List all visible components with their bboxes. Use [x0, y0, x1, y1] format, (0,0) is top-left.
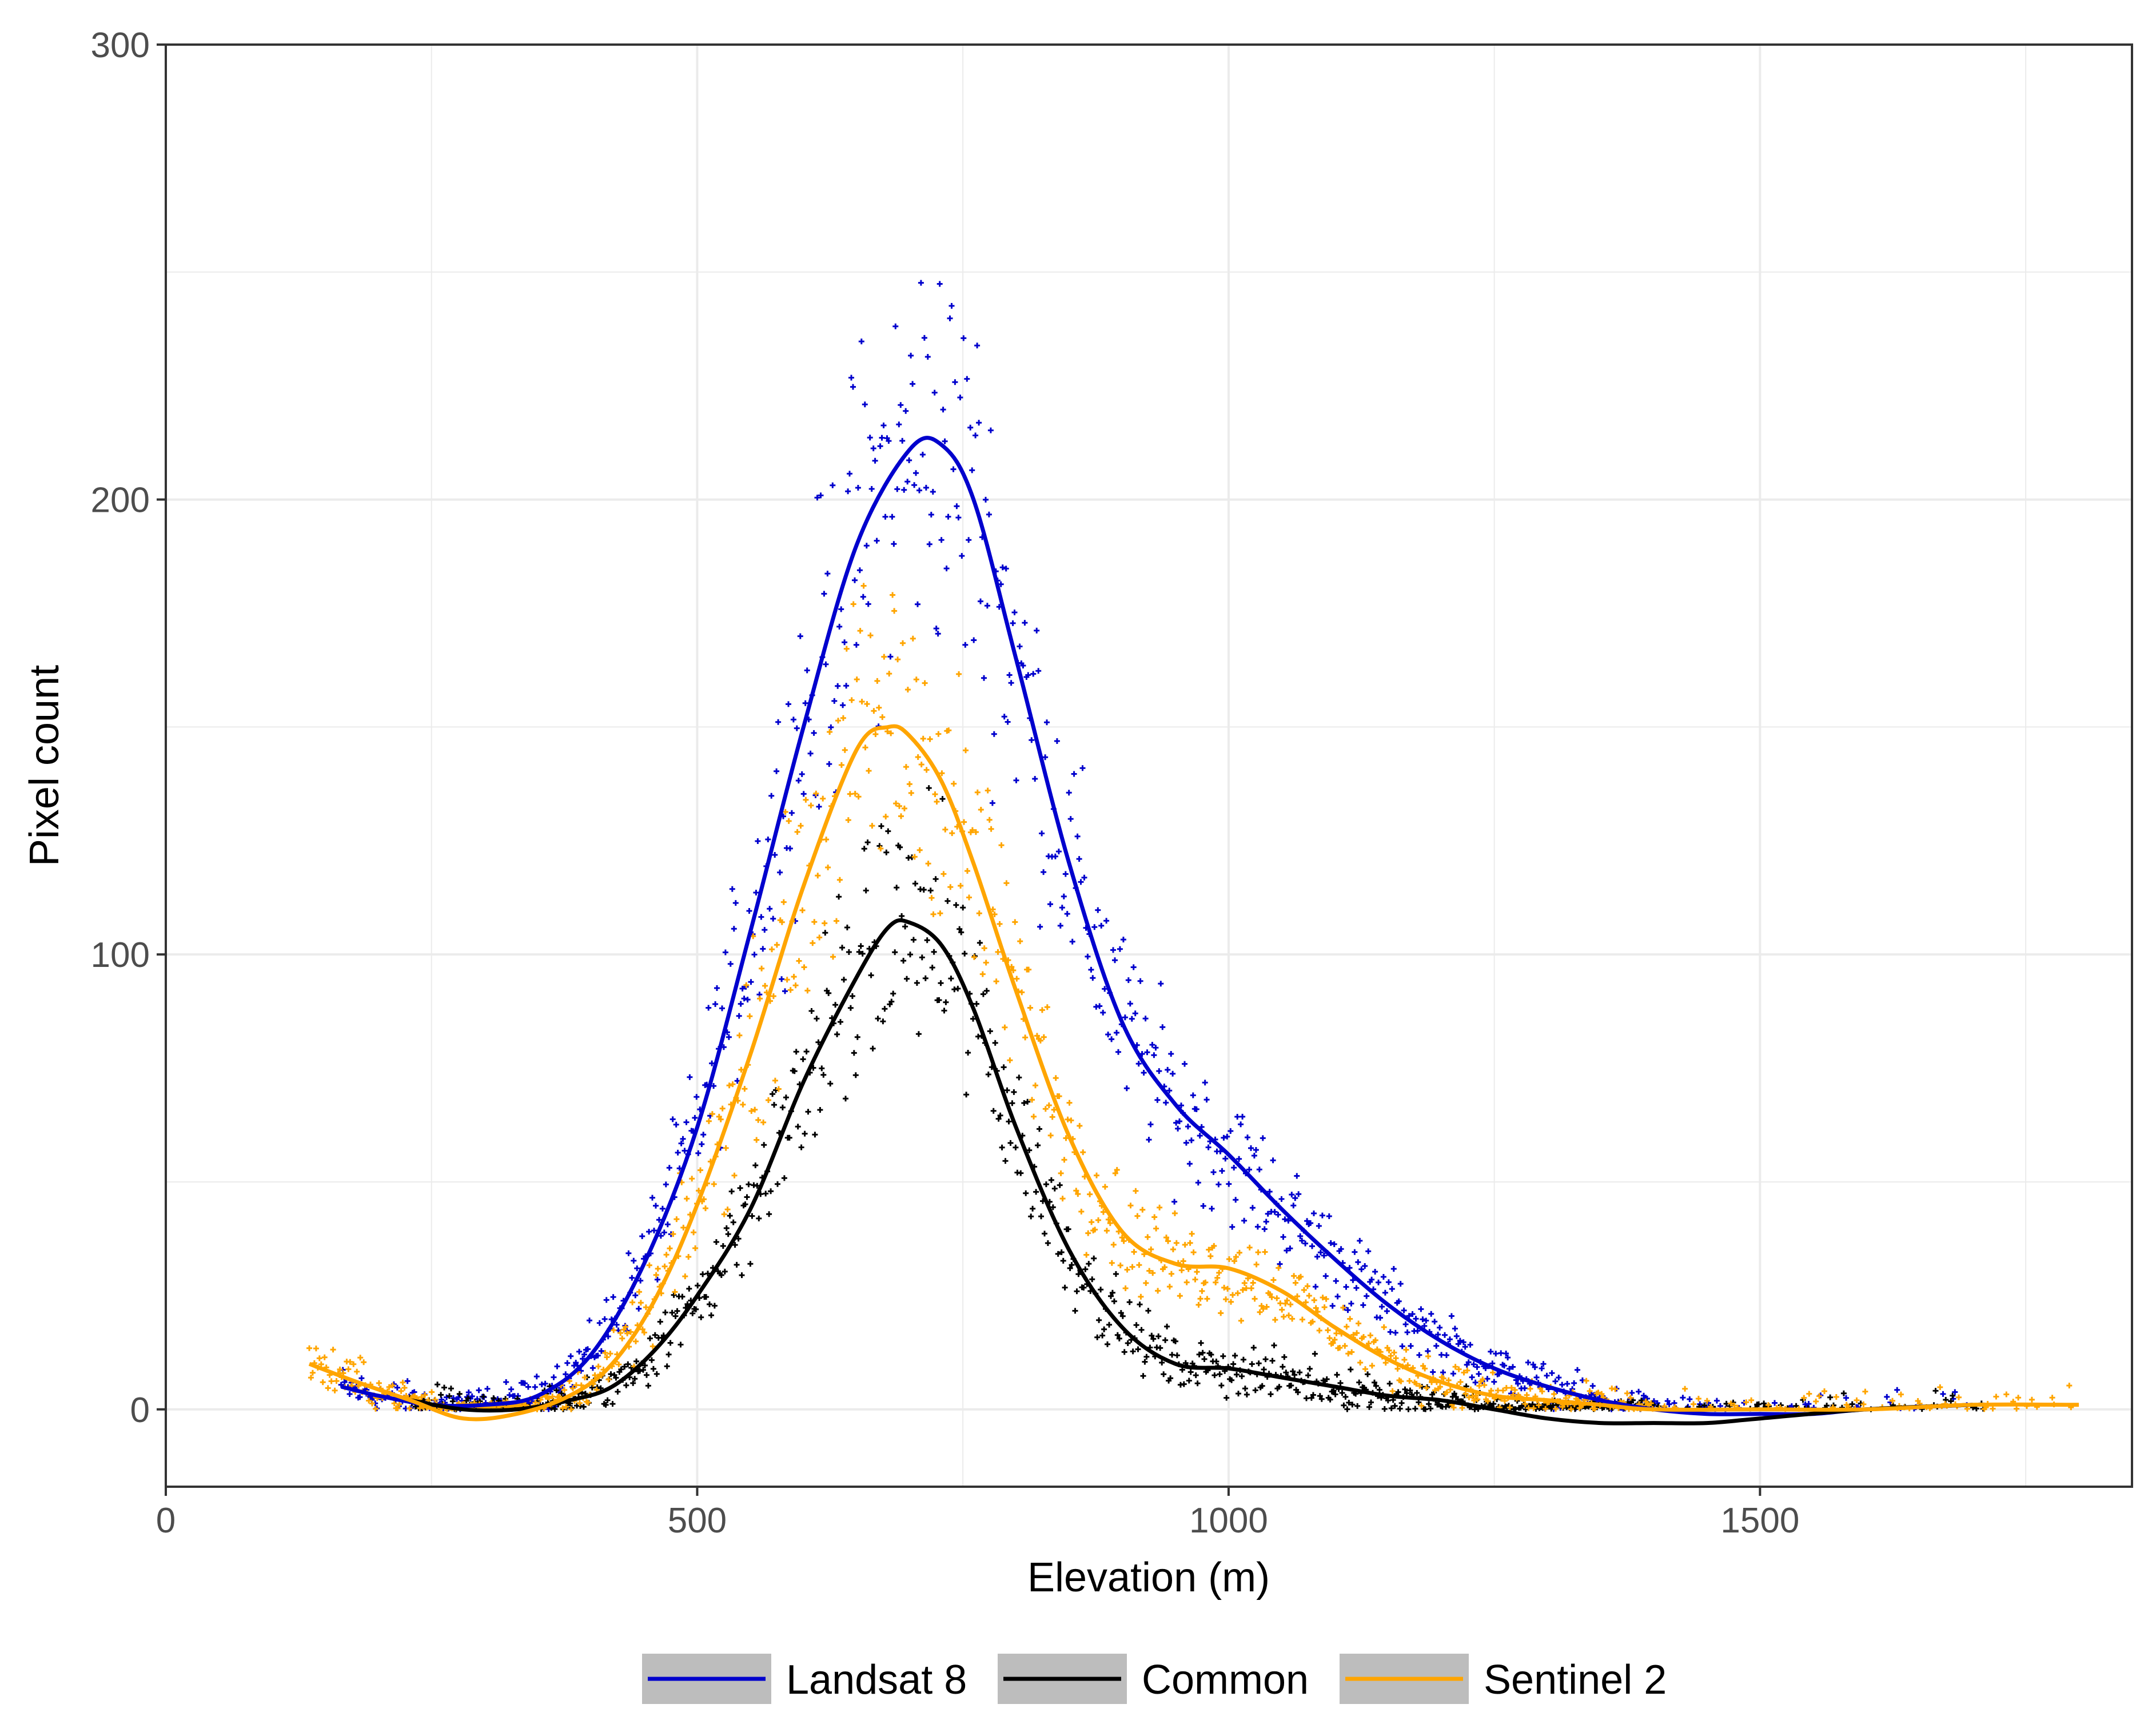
legend-label-sentinel-2: Sentinel 2: [1484, 1657, 1667, 1703]
axis-ticks: 0 500 1000 1500 0 100 200 300: [91, 26, 1800, 1540]
x-tick-label: 500: [668, 1501, 727, 1540]
legend-item-common: Common: [998, 1654, 1309, 1704]
smooth-line-landsat-8: [340, 436, 1973, 1416]
x-axis-title: Elevation (m): [1027, 1555, 1270, 1600]
y-axis-title: Pixel count: [22, 665, 67, 866]
y-tick-label: 300: [91, 26, 150, 65]
smooth-line-sentinel-2: [308, 724, 2079, 1422]
plot-panel-border: [165, 43, 2133, 1488]
y-tick-label: 100: [91, 935, 150, 975]
smooth-lines: [308, 436, 2079, 1426]
x-tick-label: 0: [156, 1501, 176, 1540]
legend-item-landsat-8: Landsat 8: [642, 1654, 967, 1704]
legend: Landsat 8 Common Sentinel 2: [642, 1654, 1667, 1704]
legend-item-sentinel-2: Sentinel 2: [1340, 1654, 1667, 1704]
y-tick-label: 0: [130, 1391, 150, 1430]
grid-lines: [165, 43, 2132, 1487]
legend-label-landsat-8: Landsat 8: [786, 1657, 967, 1703]
legend-label-common: Common: [1142, 1657, 1309, 1703]
x-tick-label: 1000: [1189, 1501, 1268, 1540]
smooth-line-common: [409, 918, 1973, 1426]
x-tick-label: 1500: [1720, 1501, 1799, 1540]
y-tick-label: 200: [91, 481, 150, 520]
